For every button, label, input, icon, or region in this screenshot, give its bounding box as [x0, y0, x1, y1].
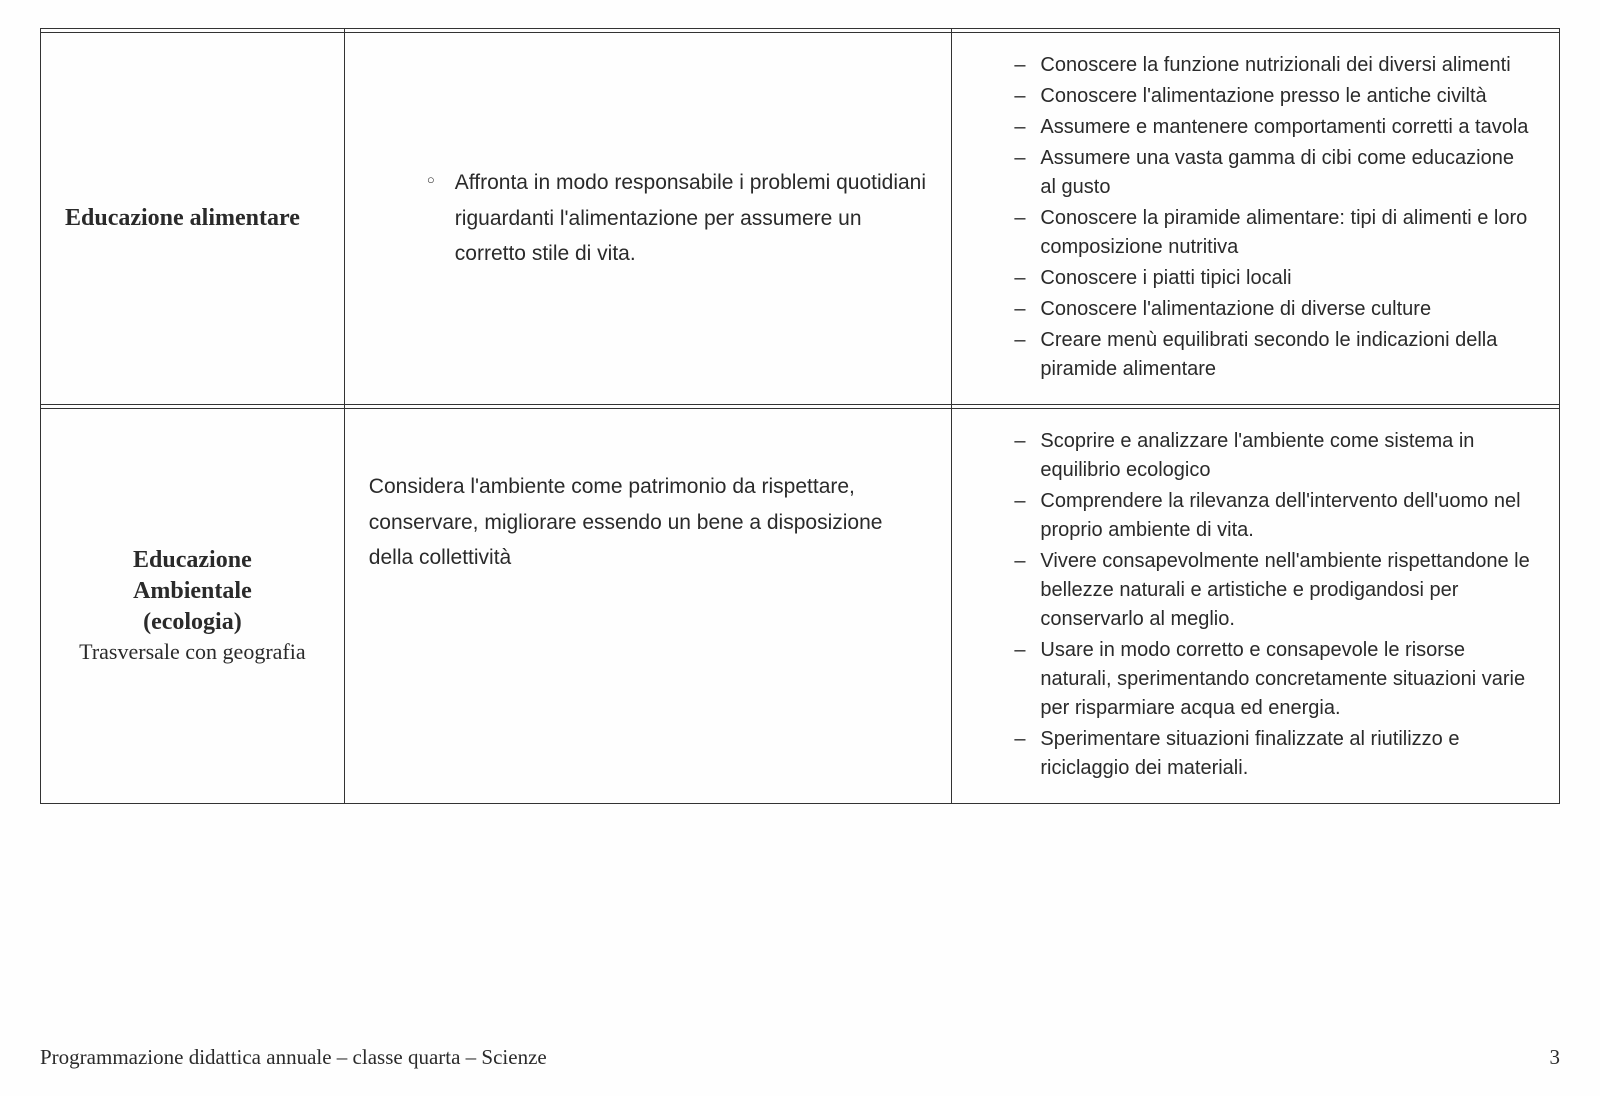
objectives-cell: Scoprire e analizzare l'ambiente come si…: [952, 409, 1560, 804]
objective-list: Scoprire e analizzare l'ambiente come si…: [976, 427, 1535, 783]
table-row: Educazione Ambientale (ecologia) Trasver…: [41, 409, 1560, 804]
list-item: Scoprire e analizzare l'ambiente come si…: [1014, 427, 1535, 485]
curriculum-table: Educazione alimentare ○ Affronta in modo…: [40, 28, 1560, 804]
page-footer: Programmazione didattica annuale – class…: [40, 1045, 1560, 1070]
description-cell: Considera l'ambiente come patrimonio da …: [344, 409, 952, 804]
objective-list: Conoscere la funzione nutrizionali dei d…: [976, 51, 1535, 384]
list-item: Sperimentare situazioni finalizzate al r…: [1014, 725, 1535, 783]
list-item: Conoscere l'alimentazione presso le anti…: [1014, 82, 1535, 111]
circle-bullet-icon: ○: [425, 172, 437, 272]
topic-title-ambientale-line2: Ambientale: [65, 576, 320, 607]
footer-left-text: Programmazione didattica annuale – class…: [40, 1045, 547, 1070]
list-item: Conoscere l'alimentazione di diverse cul…: [1014, 295, 1535, 324]
topic-subtitle: Trasversale con geografia: [65, 638, 320, 667]
list-item: Conoscere i piatti tipici locali: [1014, 264, 1535, 293]
list-item: Usare in modo corretto e consapevole le …: [1014, 636, 1535, 723]
list-item: Assumere e mantenere comportamenti corre…: [1014, 113, 1535, 142]
description-cell: ○ Affronta in modo responsabile i proble…: [344, 33, 952, 405]
list-item: Conoscere la piramide alimentare: tipi d…: [1014, 204, 1535, 262]
footer-page-number: 3: [1550, 1045, 1561, 1070]
list-item: Assumere una vasta gamma di cibi come ed…: [1014, 144, 1535, 202]
list-item: Vivere consapevolmente nell'ambiente ris…: [1014, 547, 1535, 634]
table-row: Educazione alimentare ○ Affronta in modo…: [41, 33, 1560, 405]
objectives-cell: Conoscere la funzione nutrizionali dei d…: [952, 33, 1560, 405]
topic-cell: Educazione Ambientale (ecologia) Trasver…: [41, 409, 345, 804]
list-item: Conoscere la funzione nutrizionali dei d…: [1014, 51, 1535, 80]
description-text: Considera l'ambiente come patrimonio da …: [369, 469, 928, 576]
topic-title-ambientale-line3: (ecologia): [65, 607, 320, 638]
list-item: Creare menù equilibrati secondo le indic…: [1014, 326, 1535, 384]
description-text: Affronta in modo responsabile i problemi…: [455, 165, 928, 272]
topic-title-ambientale-line1: Educazione: [65, 545, 320, 576]
topic-title-alimentare: Educazione alimentare: [65, 203, 320, 234]
topic-cell: Educazione alimentare: [41, 33, 345, 405]
list-item: Comprendere la rilevanza dell'intervento…: [1014, 487, 1535, 545]
